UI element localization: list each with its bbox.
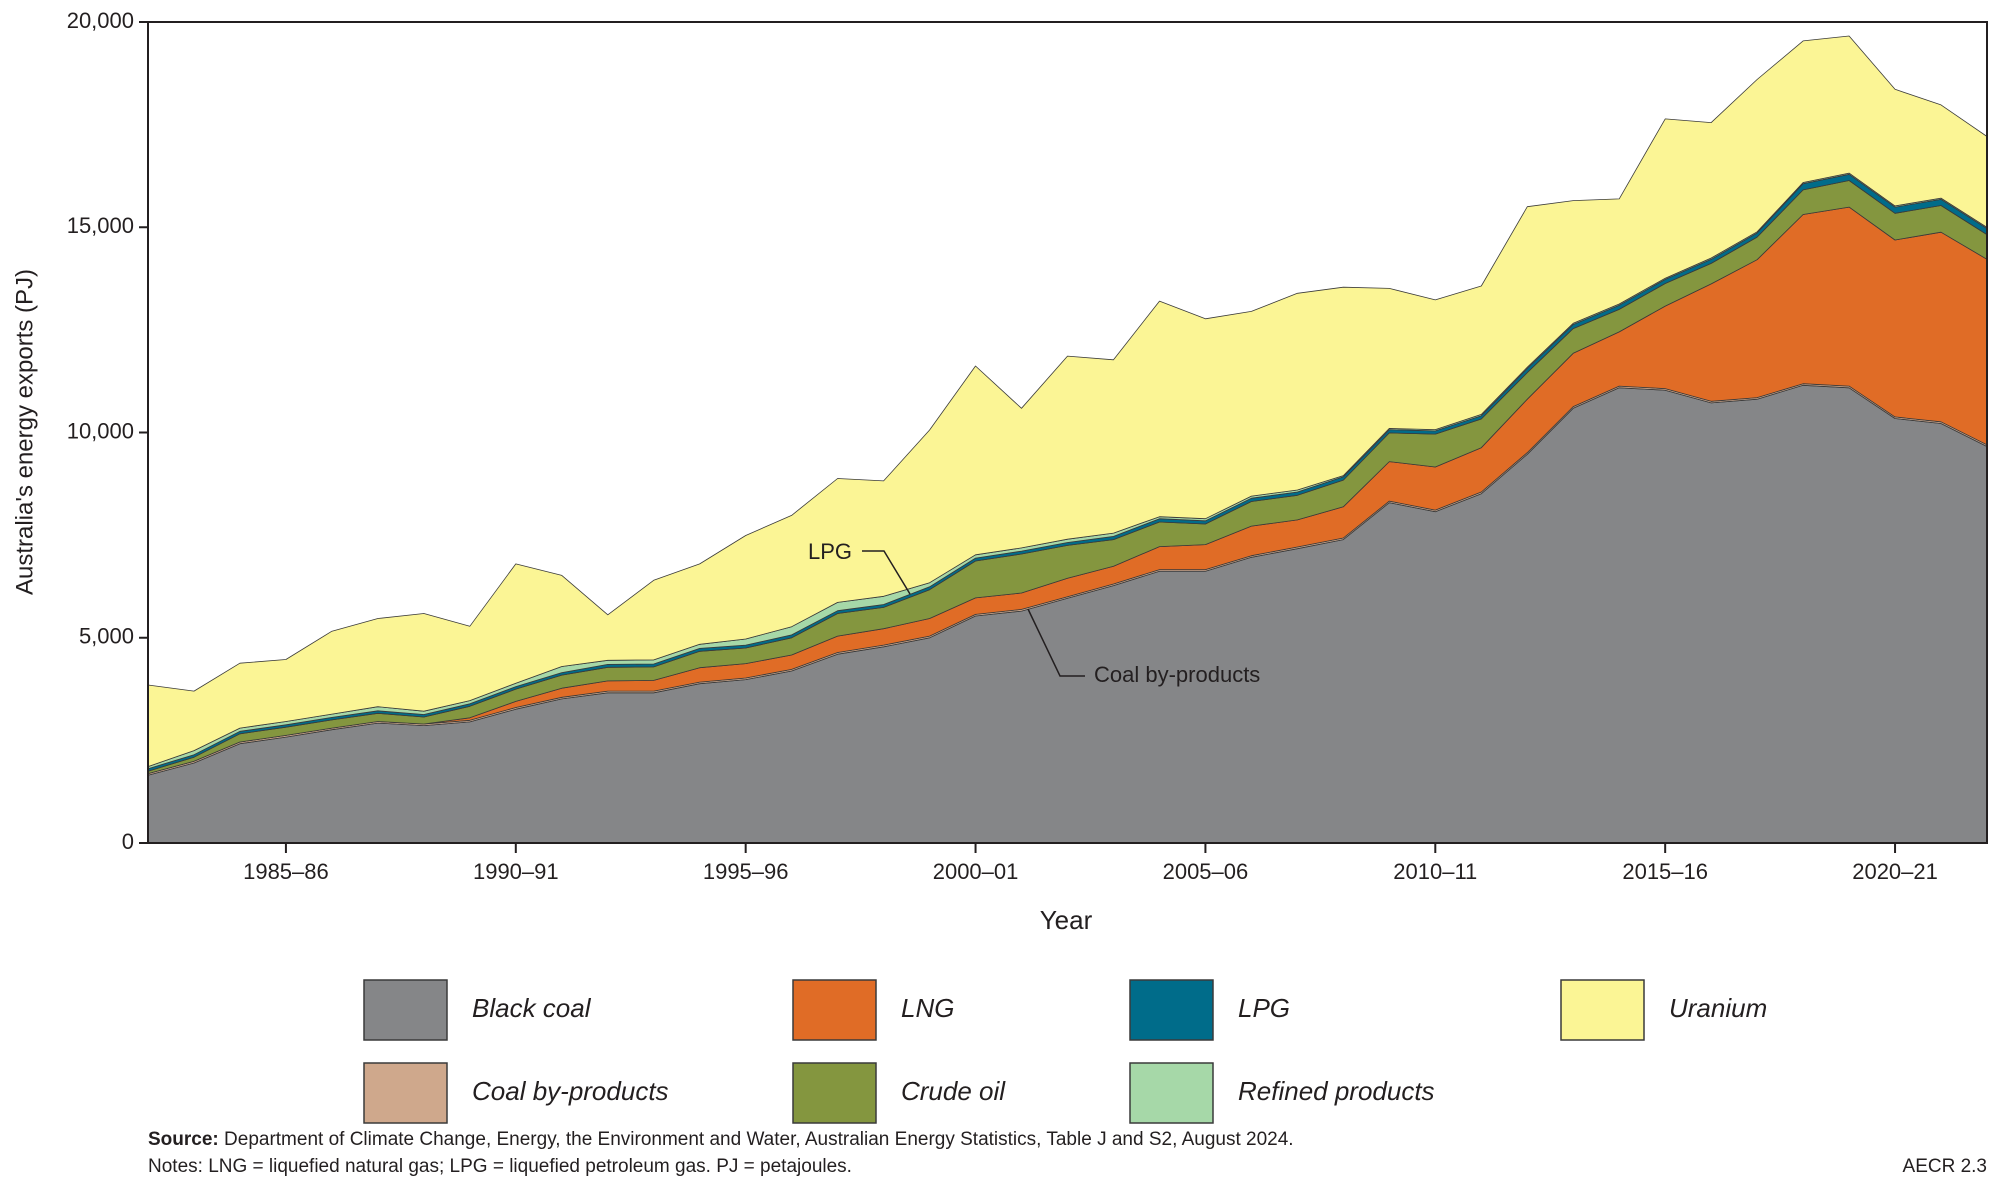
legend-label: Coal by-products (472, 1076, 669, 1106)
annotation: LPG (808, 539, 852, 564)
legend-swatch (792, 1062, 877, 1124)
figure-id: AECR 2.3 (1903, 1156, 1987, 1177)
legend-swatch (1129, 1062, 1214, 1124)
legend-label: Uranium (1669, 993, 1767, 1023)
x-tick-label: 2000–01 (933, 859, 1019, 884)
legend-swatch (363, 1062, 448, 1124)
x-tick-label: 1990–91 (473, 859, 559, 884)
legend-label: Crude oil (901, 1076, 1006, 1106)
x-tick-label: 2015–16 (1622, 859, 1708, 884)
x-tick-label: 2010–11 (1393, 859, 1477, 884)
legend-label: LNG (901, 993, 954, 1023)
legend-swatch (363, 979, 448, 1041)
y-tick-label: 20,000 (67, 8, 134, 33)
legend-swatch (792, 979, 877, 1041)
x-tick-label: 2020–21 (1852, 859, 1938, 884)
y-tick-label: 10,000 (67, 418, 134, 443)
x-tick-label: 1985–86 (243, 859, 329, 884)
notes: Notes: LNG = liquefied natural gas; LPG … (148, 1156, 852, 1177)
x-tick-label: 1995–96 (703, 859, 789, 884)
source-label: Source: (148, 1129, 219, 1150)
annotation-leader (1027, 608, 1085, 677)
y-axis-label: Australia's energy exports (PJ) (11, 269, 38, 595)
legend-swatch (1129, 979, 1214, 1041)
source: Source: Department of Climate Change, En… (148, 1129, 1294, 1150)
y-tick-label: 5,000 (79, 624, 134, 649)
annotation: Coal by-products (1094, 662, 1260, 687)
x-tick-label: 2005–06 (1163, 859, 1249, 884)
legend-label: Refined products (1238, 1076, 1435, 1106)
legend-label: LPG (1238, 993, 1290, 1023)
legend-swatch (1560, 979, 1645, 1041)
y-tick-label: 0 (122, 829, 134, 854)
annotation-leader (862, 550, 911, 595)
legend-label: Black coal (472, 993, 592, 1023)
y-tick-label: 15,000 (67, 213, 134, 238)
x-axis-label: Year (1040, 905, 1093, 935)
source-text: Department of Climate Change, Energy, th… (224, 1129, 1294, 1150)
areas (147, 35, 1988, 844)
